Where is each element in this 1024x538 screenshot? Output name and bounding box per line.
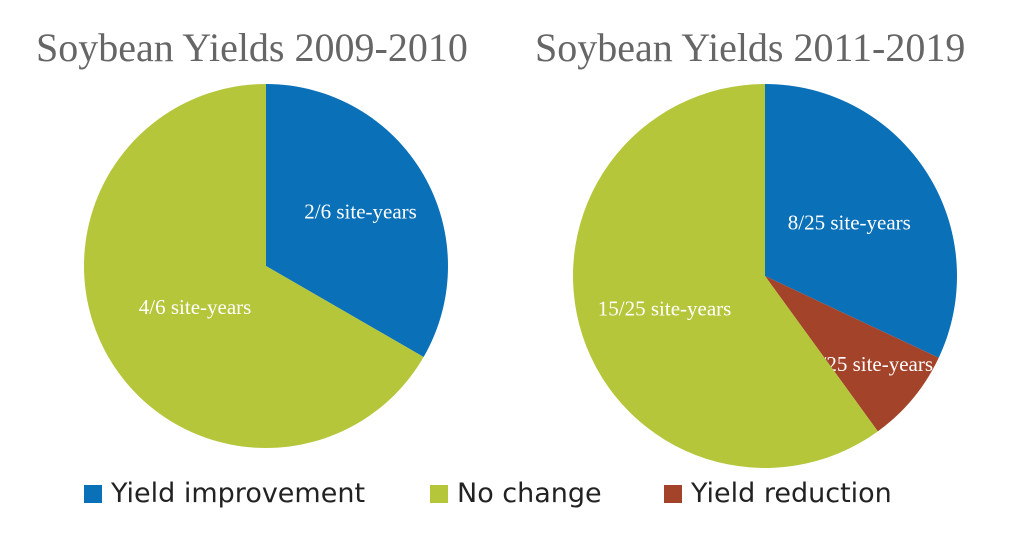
slice-label-yield-improvement: 2/6 site-years <box>304 199 417 223</box>
legend: Yield improvement No change Yield reduct… <box>0 478 1024 528</box>
pie-slice-no-change <box>573 84 878 468</box>
pie-slice-yield-improvement <box>765 84 957 358</box>
legend-label-no-change: No change <box>457 478 602 509</box>
legend-swatch-yield-improvement <box>84 484 102 503</box>
chart-title-2009-2010: Soybean Yields 2009-2010 <box>36 25 468 70</box>
legend-label-yield-improvement: Yield improvement <box>111 478 366 509</box>
legend-swatch-no-change <box>430 484 448 503</box>
slice-label-no-change: 15/25 site-years <box>598 297 732 321</box>
slice-label-no-change: 4/6 site-years <box>139 295 252 319</box>
pie-slice-yield-improvement <box>266 84 448 357</box>
legend-swatch-yield-reduction <box>664 484 682 503</box>
legend-item-yield-improvement: Yield improvement <box>84 478 365 509</box>
slice-label-yield-improvement: 8/25 site-years <box>788 211 911 235</box>
legend-item-yield-reduction: Yield reduction <box>664 478 892 509</box>
chart-title-2011-2019: Soybean Yields 2011-2019 <box>535 25 966 70</box>
pie-slice-no-change <box>84 84 424 448</box>
legend-item-no-change: No change <box>430 478 602 509</box>
legend-label-yield-reduction: Yield reduction <box>691 478 892 509</box>
pie-slice-yield-reduction <box>765 276 939 432</box>
